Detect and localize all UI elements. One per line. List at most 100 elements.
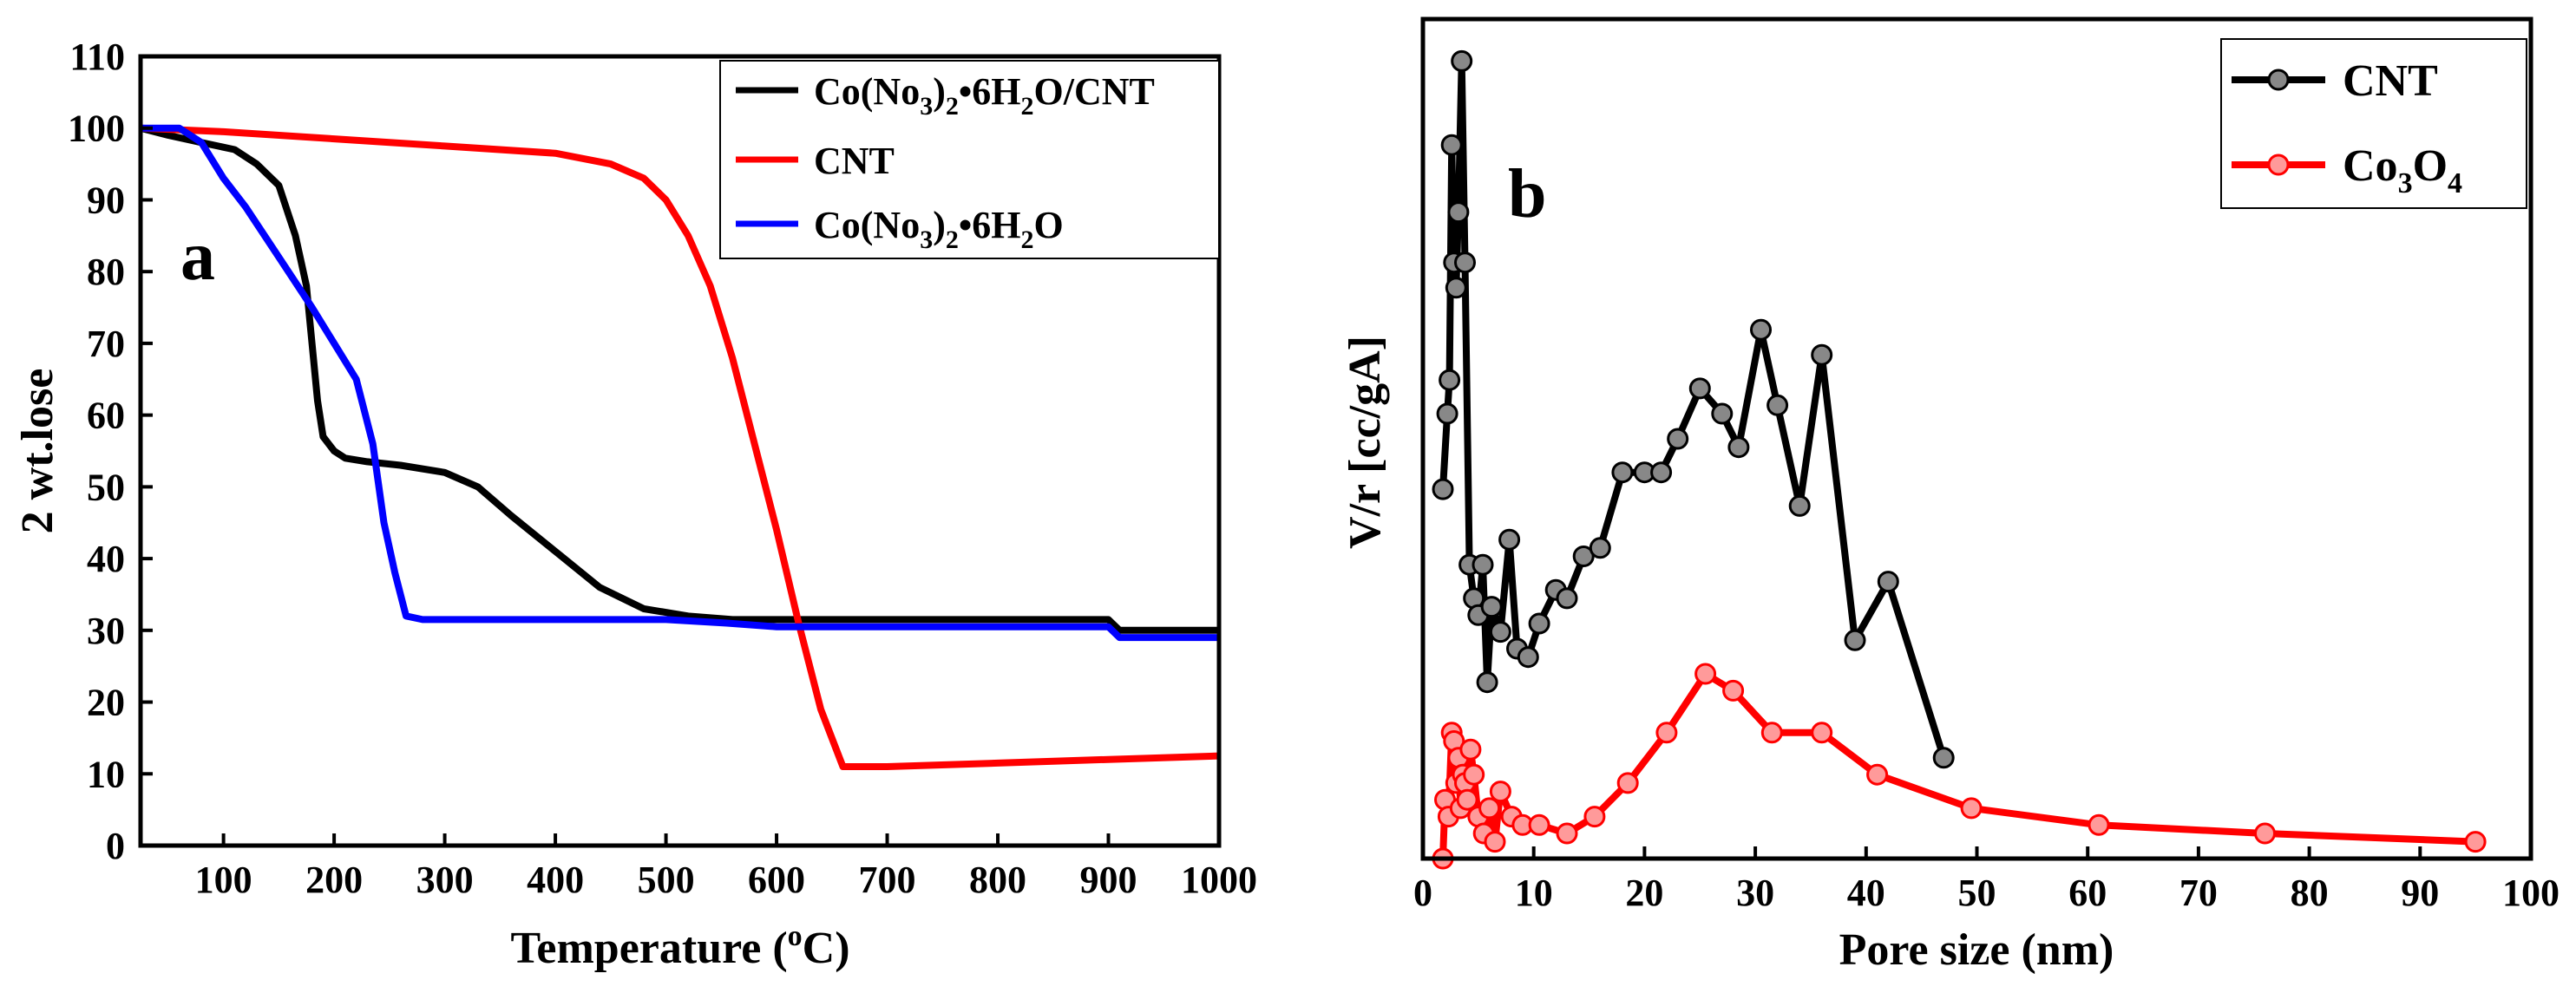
data-point-b-co3o4 [1459,738,1482,761]
data-point-b-co3o4 [1489,781,1511,803]
x-tick-label-a: 100 [195,859,252,901]
data-point-b-cnt [1788,494,1811,517]
x-tick-label-a: 1000 [1181,859,1257,901]
legend-label-cnt-b: CNT [2343,56,2438,106]
panel-b-x-ticks: 0 10 20 30 40 50 60 70 80 90 100 [1413,846,2560,914]
y-tick-label-a: 40 [87,538,125,580]
y-tick-label-a: 80 [87,251,125,293]
y-tick-label-a: 70 [87,323,125,365]
x-tick-label-b: 0 [1413,872,1432,914]
panel-a-x-ticks: 100 200 300 400 500 600 700 800 900 1000 [195,833,1257,901]
x-tick-label-a: 800 [969,859,1026,901]
data-point-b-cnt [1451,49,1473,72]
data-point-b-cnt [1440,134,1463,156]
data-point-b-cnt [1877,571,1899,593]
data-point-b-cnt [1454,252,1476,274]
data-point-b-co3o4 [1694,663,1717,685]
y-tick-label-a: 10 [87,753,125,795]
data-point-b-cnt [1589,537,1611,559]
y-tick-label-a: 0 [106,825,125,867]
data-point-b-cnt [1528,612,1550,635]
data-point-b-cnt [1572,545,1595,567]
data-point-b-cnt [1436,402,1458,425]
data-point-b-co3o4 [1655,722,1678,744]
data-point-b-cnt [1711,402,1734,425]
data-point-b-co3o4 [1456,788,1478,811]
data-point-b-co3o4 [2254,822,2276,845]
data-point-b-co3o4 [1463,763,1485,786]
y-tick-label-a: 90 [87,179,125,221]
panel-a-x-axis-label: Temperature (oC) [510,920,849,973]
panel-a-y-ticks: 0 10 20 30 40 50 60 70 80 90 100 110 [68,36,153,867]
y-tick-label-a: 30 [87,610,125,652]
data-point-b-cnt [1556,587,1578,610]
data-point-b-co3o4 [1528,813,1550,836]
data-point-b-cnt [1432,478,1454,500]
data-point-b-cnt [1472,553,1494,576]
panel-b-chart: 0 10 20 30 40 50 60 70 80 90 100 b Pore size (nm) … [1340,16,2560,975]
data-point-b-cnt [1476,671,1498,694]
data-point-b-co3o4 [2464,831,2487,853]
x-tick-label-b: 30 [1736,872,1774,914]
data-point-b-cnt [1688,377,1711,400]
data-point-b-cnt [1445,277,1467,299]
panel-b-legend-box [2220,38,2527,209]
panel-b-y-axis-label: V/r [cc/gA] [1340,336,1390,549]
x-tick-label-a: 400 [527,859,584,901]
series-line-b-cnt [1439,57,1948,759]
panel-b-label: b [1508,156,1547,232]
x-tick-label-b: 70 [2179,872,2218,914]
data-point-b-cnt [1667,428,1689,450]
data-point-b-cnt [1498,528,1521,551]
data-point-b-co3o4 [1866,763,1889,786]
data-point-b-cnt [1766,394,1789,416]
data-point-b-co3o4 [1722,679,1745,702]
panel-a-y-axis-label: 2 wt.lose [13,369,62,534]
x-tick-label-b: 50 [1958,872,1996,914]
y-tick-label-a: 20 [87,682,125,724]
data-point-b-co3o4 [1960,797,1983,820]
data-point-b-cnt [1650,461,1673,484]
x-tick-label-a: 900 [1080,859,1137,901]
x-tick-label-a: 500 [638,859,695,901]
data-point-b-cnt [1932,747,1955,769]
panel-a-lines [139,124,1220,770]
data-point-b-co3o4 [1616,772,1639,794]
x-tick-label-b: 40 [1847,872,1885,914]
data-point-b-cnt [1489,621,1511,643]
legend-marker-co3o4 [2267,154,2290,176]
legend-label-cnt: CNT [814,140,895,182]
series-line-a-co-no3-2-6h2o-cnt [139,124,1219,634]
legend-label-co3o4: Co3O4 [2343,141,2462,199]
x-tick-label-b: 80 [2291,872,2329,914]
panel-b-x-axis-label: Pore size (nm) [1839,925,2114,975]
legend-label-co-nitrate-cnt: Co(No3)2•6H2O/CNT [814,70,1155,121]
data-point-b-cnt [1447,201,1470,224]
x-tick-label-b: 10 [1515,872,1553,914]
x-tick-label-a: 300 [416,859,474,901]
data-point-b-co3o4 [1484,831,1506,853]
data-point-b-cnt [1517,646,1539,669]
legend-label-co-nitrate: Co(No3)2•6H2O [814,204,1064,254]
x-tick-label-b: 100 [2502,872,2560,914]
y-tick-label-a: 50 [87,466,125,508]
x-tick-label-a: 600 [748,859,805,901]
series-line-b-co3o4 [1439,670,2476,859]
y-tick-label-a: 60 [87,395,125,437]
series-line-a-cnt [140,124,1220,770]
x-tick-label-b: 90 [2401,872,2439,914]
x-tick-label-a: 700 [859,859,916,901]
panel-b-legend: CNT Co3O4 [2220,38,2527,209]
panel-a-legend-box [719,60,1220,259]
data-point-b-cnt [1439,369,1461,391]
data-point-b-cnt [1727,436,1750,459]
data-point-b-co3o4 [1478,797,1501,820]
data-point-b-co3o4 [1760,722,1783,744]
data-point-b-cnt [1844,629,1866,651]
panel-a-chart: 100 200 300 400 500 600 700 800 900 1000 0 10 20 30 4… [13,36,1257,973]
x-tick-label-b: 20 [1625,872,1663,914]
data-point-b-cnt [1611,461,1634,484]
panel-a-frame [138,54,1222,848]
data-point-b-co3o4 [2088,813,2110,836]
